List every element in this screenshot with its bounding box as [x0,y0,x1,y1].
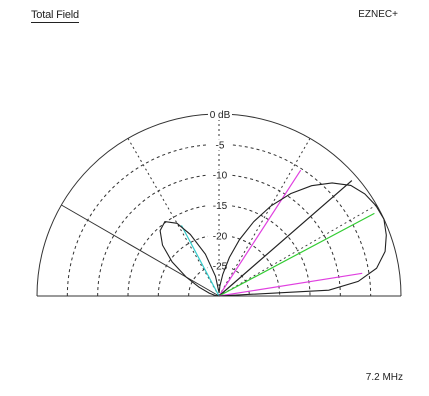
ring-label: -5 [216,140,225,151]
grid-spoke [218,204,377,297]
ring-label-bg [208,200,232,211]
grid-spoke [61,204,220,297]
elevation-rays [180,169,375,297]
grid-spoke [218,138,311,297]
grid-ring [66,144,372,297]
grid-ring [127,204,311,297]
plot-title: Total Field [31,9,79,23]
brand-label: EZNEC+ [358,9,398,20]
colored-ray [218,272,363,297]
grid-spoke [127,138,220,297]
colored-ray [218,180,353,297]
ring-label-bg [208,109,232,120]
colored-ray [218,169,302,297]
frequency-label: 7.2 MHz [365,372,403,383]
ring-label: -10 [213,171,228,182]
ring-label: -15 [213,201,228,212]
ring-labels: 0 dB -5 -10 -15 -20 -25 [208,109,232,273]
ring-label: -20 [213,231,228,242]
radiation-pattern [159,182,387,297]
colored-ray [180,225,220,297]
ring-label-bg [208,169,232,181]
ring-label: 0 dB [210,110,231,121]
ring-label: -25 [213,262,228,273]
colored-ray [218,212,375,297]
grid-ring [188,265,250,297]
ring-label-bg [208,139,232,151]
grid-ring [157,234,281,297]
ring-label-bg [208,230,232,242]
ring-label-bg [208,260,232,272]
